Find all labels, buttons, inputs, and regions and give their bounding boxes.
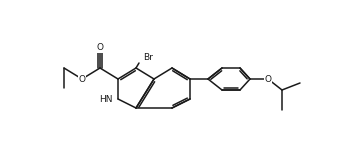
Text: O: O	[265, 74, 272, 83]
Text: O: O	[97, 43, 104, 52]
Text: Br: Br	[143, 52, 153, 62]
Text: O: O	[79, 74, 86, 83]
Text: HN: HN	[99, 95, 113, 105]
